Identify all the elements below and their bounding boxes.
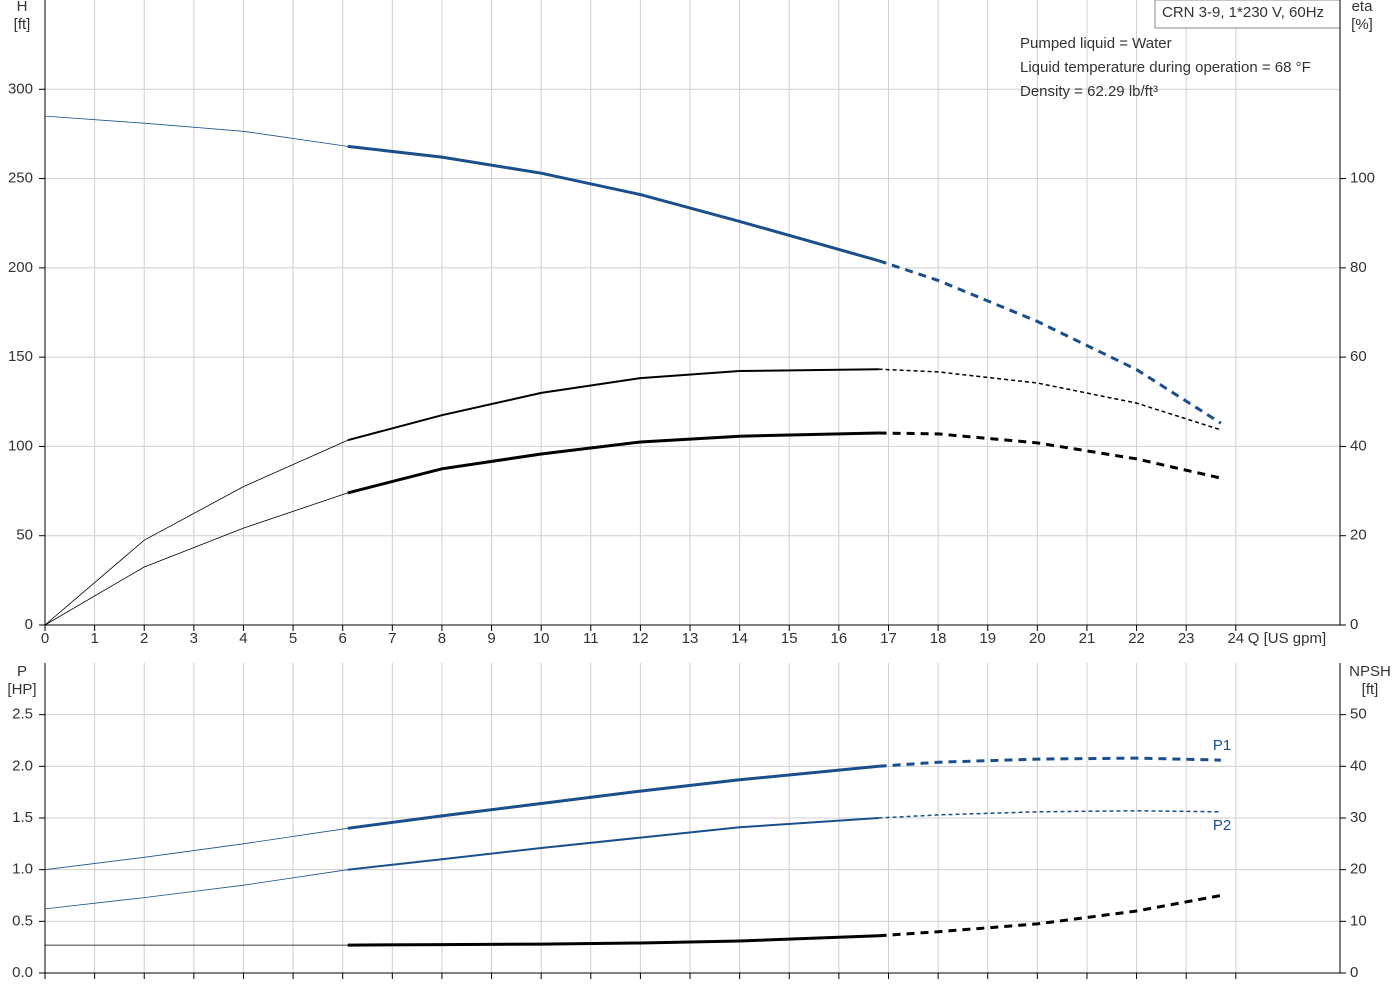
y2-tick-label: 0 — [1350, 616, 1358, 633]
x-tick-label: 6 — [339, 630, 347, 647]
y-axis-label: P — [17, 663, 27, 680]
x-tick-label: 13 — [682, 630, 699, 647]
y-tick-label: 250 — [8, 170, 33, 187]
x-tick-label: 18 — [930, 630, 947, 647]
x-tick-label: 7 — [388, 630, 396, 647]
y-tick-label: 0.5 — [12, 912, 33, 929]
x-tick-label: 4 — [239, 630, 247, 647]
y2-axis-label: eta — [1352, 0, 1374, 15]
series-line — [878, 431, 1222, 480]
x-tick-label: 20 — [1029, 630, 1046, 647]
x-tick-label: 10 — [533, 630, 550, 647]
x-tick-label: 0 — [41, 630, 49, 647]
annotation: Density = 62.29 lb/ft³ — [1020, 83, 1158, 100]
y-axis-unit: [HP] — [7, 681, 36, 698]
y-tick-label: 0.0 — [12, 964, 33, 981]
x-tick-label: 11 — [583, 630, 599, 647]
y2-tick-label: 20 — [1350, 527, 1367, 544]
x-tick-label: 8 — [438, 630, 446, 647]
y-tick-label: 200 — [8, 259, 33, 276]
y2-axis-label: NPSH — [1349, 663, 1391, 680]
series-line — [44, 827, 348, 871]
x-tick-label: 21 — [1079, 630, 1096, 647]
x-tick-label: 1 — [90, 630, 98, 647]
series-line — [44, 115, 348, 147]
series-line — [347, 764, 879, 830]
series-line — [44, 492, 348, 626]
x-tick-label: 2 — [140, 630, 148, 647]
series-line — [44, 439, 348, 626]
x-tick-label: 24 — [1227, 630, 1244, 647]
y2-tick-label: 0 — [1350, 964, 1358, 981]
x-axis-label: Q [US gpm] — [1248, 630, 1326, 647]
series-line — [347, 431, 879, 495]
x-tick-label: 5 — [289, 630, 297, 647]
x-tick-label: 22 — [1128, 630, 1145, 647]
y-tick-label: 300 — [8, 80, 33, 97]
series-line — [878, 894, 1222, 938]
x-tick-label: 14 — [731, 630, 748, 647]
x-tick-label: 15 — [781, 630, 798, 647]
y2-tick-label: 10 — [1350, 912, 1367, 929]
y2-tick-label: 80 — [1350, 259, 1367, 276]
series-line — [44, 869, 348, 910]
y2-axis-unit: [%] — [1351, 16, 1373, 33]
y-tick-label: 1.0 — [12, 861, 33, 878]
series-line — [347, 368, 879, 442]
series-line — [347, 817, 879, 871]
y-tick-label: 2.5 — [12, 706, 33, 723]
x-tick-label: 17 — [880, 630, 897, 647]
y2-tick-label: 40 — [1350, 437, 1367, 454]
series-line — [878, 810, 1221, 819]
y-tick-label: 0 — [25, 616, 33, 633]
x-tick-label: 3 — [190, 630, 198, 647]
y2-tick-label: 100 — [1350, 170, 1375, 187]
y-axis-unit: [ft] — [14, 16, 31, 33]
x-tick-label: 16 — [831, 630, 848, 647]
y2-tick-label: 50 — [1350, 706, 1367, 723]
series-line — [878, 259, 1222, 425]
annotation: Pumped liquid = Water — [1020, 35, 1172, 52]
y-tick-label: 2.0 — [12, 757, 33, 774]
series-label: P1 — [1213, 737, 1231, 754]
y2-tick-label: 40 — [1350, 757, 1367, 774]
title-box — [1154, 0, 1341, 29]
y2-tick-label: 60 — [1350, 348, 1367, 365]
y-axis-label: H — [17, 0, 28, 15]
y2-axis-unit: [ft] — [1362, 681, 1379, 698]
y2-tick-label: 20 — [1350, 861, 1367, 878]
x-tick-label: 9 — [487, 630, 495, 647]
y-tick-label: 150 — [8, 348, 33, 365]
y-tick-label: 100 — [8, 437, 33, 454]
series-label: P2 — [1213, 817, 1231, 834]
x-tick-label: 19 — [979, 630, 996, 647]
x-tick-label: 23 — [1178, 630, 1195, 647]
y-tick-label: 1.5 — [12, 809, 33, 826]
series-line — [347, 144, 880, 263]
series-line — [878, 368, 1222, 431]
x-tick-label: 12 — [632, 630, 649, 647]
y-tick-label: 50 — [16, 527, 33, 544]
annotation: Liquid temperature during operation = 68… — [1020, 59, 1311, 76]
chart-title: CRN 3-9, 1*230 V, 60Hz — [1162, 4, 1324, 21]
series-line — [878, 756, 1221, 768]
y2-tick-label: 30 — [1350, 809, 1367, 826]
series-line — [347, 934, 879, 947]
